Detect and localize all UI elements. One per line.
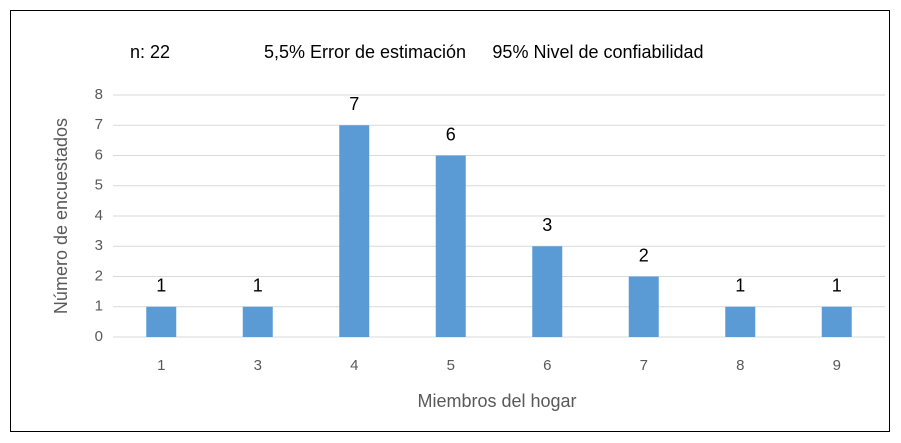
y-tick-label: 1 (95, 298, 103, 315)
bar (339, 125, 370, 337)
bar (532, 246, 563, 337)
x-tick-label: 6 (543, 357, 551, 374)
bar (821, 306, 852, 337)
y-tick-label: 2 (95, 267, 103, 284)
data-label: 7 (349, 94, 359, 114)
annotation: 5,5% Error de estimación (264, 42, 466, 62)
x-tick-label: 7 (640, 357, 648, 374)
x-tick-label: 5 (447, 357, 455, 374)
data-label: 1 (832, 276, 842, 296)
data-label: 1 (156, 276, 166, 296)
y-tick-label: 4 (95, 207, 103, 224)
annotation: n: 22 (130, 42, 170, 62)
x-tick-label: 1 (157, 357, 165, 374)
data-label: 3 (542, 215, 552, 235)
annotation: 95% Nivel de confiabilidad (492, 42, 703, 62)
y-tick-label: 7 (95, 116, 103, 133)
data-label: 1 (735, 276, 745, 296)
data-label: 1 (253, 276, 263, 296)
x-axis-label: Miembros del hogar (417, 391, 576, 411)
bar (725, 306, 756, 337)
x-tick-label: 8 (736, 357, 744, 374)
y-tick-label: 0 (95, 328, 103, 345)
x-tick-label: 9 (833, 357, 841, 374)
bar (435, 155, 466, 337)
bar (628, 276, 659, 337)
data-label: 6 (446, 124, 456, 144)
x-tick-label: 4 (350, 357, 358, 374)
y-tick-label: 5 (95, 177, 103, 194)
y-tick-label: 6 (95, 146, 103, 163)
y-tick-label: 8 (95, 86, 103, 103)
y-tick-label: 3 (95, 237, 103, 254)
bar (146, 306, 177, 337)
data-label: 2 (639, 245, 649, 265)
y-axis-label: Número de encuestados (51, 118, 71, 314)
x-tick-label: 3 (254, 357, 262, 374)
bar (242, 306, 273, 337)
